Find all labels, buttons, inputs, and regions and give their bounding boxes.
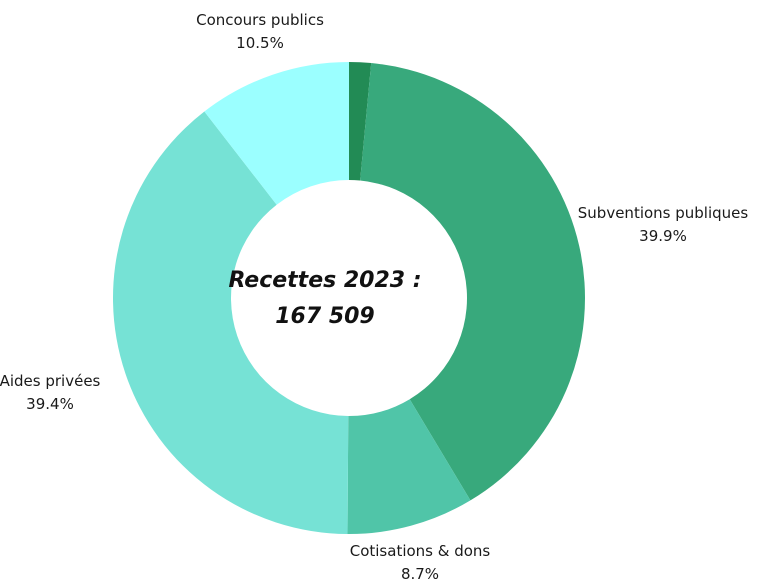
slice-label-name: Aides privées xyxy=(0,372,101,390)
slice-label-percent: 10.5% xyxy=(236,34,284,52)
slice-label-percent: 8.7% xyxy=(401,565,439,583)
center-title-line-1: Recettes 2023 : xyxy=(228,268,421,293)
slice-label-name: Concours publics xyxy=(196,11,324,29)
slice-label-percent: 39.4% xyxy=(26,395,74,413)
slice-label-percent: 39.9% xyxy=(639,227,687,245)
slice-label-name: Cotisations & dons xyxy=(350,542,491,560)
center-title-line-2: 167 509 xyxy=(275,304,375,329)
slice-label-name: Subventions publiques xyxy=(578,204,749,222)
donut-slices xyxy=(113,62,585,534)
